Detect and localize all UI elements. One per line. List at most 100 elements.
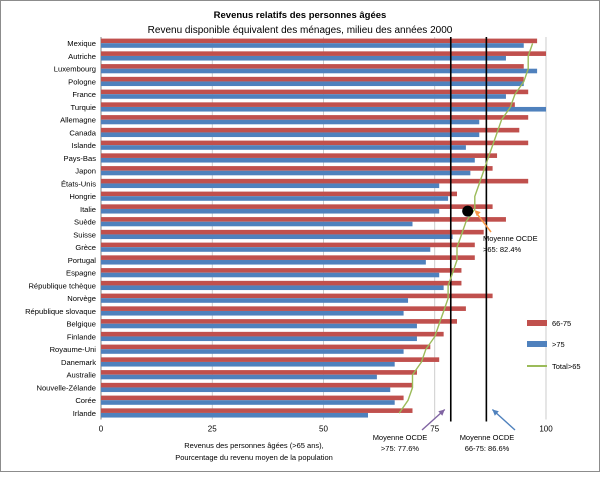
- bar-66-75: [101, 115, 529, 120]
- bar-66-75: [101, 102, 515, 107]
- y-tick-label: États-Unis: [61, 179, 96, 188]
- bar-66-75: [101, 217, 506, 222]
- bar-over-75: [101, 208, 440, 214]
- bar-66-75: [101, 395, 404, 401]
- y-tick-label: Suisse: [73, 230, 96, 239]
- x-tick-labels: 0 25 50 75 100: [99, 425, 553, 434]
- bar-66-75: [101, 268, 462, 273]
- reference-label-line1: Moyenne OCDE: [460, 433, 515, 442]
- y-tick-label: Italie: [80, 205, 96, 214]
- bar-over-75: [101, 412, 368, 418]
- bar-over-75: [101, 157, 475, 163]
- y-tick-label: Nouvelle-Zélande: [36, 383, 96, 392]
- annotation-label-line2: >65: 82.4%: [483, 245, 521, 254]
- y-tick-label: Allemagne: [60, 116, 96, 125]
- legend-swatch: [527, 320, 547, 326]
- bar-over-75: [101, 55, 506, 61]
- bar-66-75: [101, 382, 413, 388]
- y-tick-label: Finlande: [67, 332, 96, 341]
- bar-over-75: [101, 145, 466, 150]
- grid: [100, 37, 547, 420]
- y-tick-label: Islande: [72, 141, 97, 150]
- legend-label: Total>65: [552, 362, 581, 371]
- bar-over-75: [101, 387, 391, 393]
- bar-over-75: [101, 323, 417, 329]
- y-tick-label: Pays-Bas: [64, 154, 97, 163]
- x-tick-label: 25: [208, 425, 217, 434]
- bar-66-75: [101, 331, 444, 337]
- bar-66-75: [101, 370, 417, 375]
- y-tick-labels: Mexique Autriche Luxembourg Pologne France Tu…: [25, 39, 97, 418]
- bar-over-75: [101, 400, 395, 405]
- total-line-group: [398, 43, 534, 414]
- annotation-dot: [462, 205, 474, 217]
- y-tick-label: Luxembourg: [54, 65, 96, 74]
- bar-over-75: [101, 81, 524, 87]
- y-tick-label: Belgique: [66, 320, 96, 329]
- x-tick-label: 100: [539, 425, 553, 434]
- reference-label-line2: 66-75: 86.6%: [465, 444, 510, 453]
- bar-66-75: [101, 127, 520, 133]
- bar-over-75: [101, 349, 404, 354]
- y-tick-label: Irlande: [73, 409, 96, 418]
- reference-arrowhead: [438, 409, 445, 416]
- y-tick-label: Turquie: [71, 103, 96, 112]
- bar-66-75: [101, 344, 431, 350]
- y-tick-label: Espagne: [66, 269, 96, 278]
- y-tick-label: Canada: [69, 128, 96, 137]
- y-tick-label: Portugal: [68, 256, 97, 265]
- y-tick-label: République slovaque: [25, 307, 96, 316]
- x-axis-label-line1: Revenus des personnes âgées (>65 ans),: [184, 441, 323, 450]
- y-tick-label: Royaume-Uni: [50, 345, 97, 354]
- bar-66-75: [101, 306, 466, 311]
- bar-over-75: [101, 298, 409, 303]
- y-tick-label: Danemark: [61, 358, 96, 367]
- annotations: Moyenne OCDE >65: 82.4% Moyenne OCDE >75: 7…: [373, 205, 538, 453]
- bar-over-75: [101, 361, 395, 367]
- bar-over-75: [101, 285, 444, 291]
- bar-66-75: [101, 280, 462, 286]
- legend-label: 66-75: [552, 319, 571, 328]
- bar-over-75: [101, 106, 546, 112]
- x-tick-label: 75: [430, 425, 439, 434]
- annotation-label-line1: Moyenne OCDE: [483, 234, 538, 243]
- bar-66-75: [101, 89, 529, 95]
- bar-over-75: [101, 68, 538, 74]
- y-tick-label: France: [72, 90, 96, 99]
- y-tick-label: République tchèque: [28, 281, 96, 290]
- total-line: [398, 43, 534, 414]
- y-tick-label: Japon: [75, 167, 96, 176]
- bar-over-75: [101, 374, 377, 380]
- bar-66-75: [101, 166, 493, 171]
- chart-subtitle: Revenu disponible équivalent des ménages…: [148, 25, 453, 36]
- bar-over-75: [101, 310, 404, 316]
- bar-66-75: [101, 51, 546, 56]
- bar-66-75: [101, 38, 538, 44]
- legend: 66-75 >75 Total>65: [527, 319, 581, 371]
- bar-66-75: [101, 178, 529, 184]
- bar-66-75: [101, 76, 524, 82]
- y-tick-label: Corée: [75, 396, 96, 405]
- y-tick-label: Grèce: [75, 243, 96, 252]
- bar-over-75: [101, 272, 440, 278]
- bar-over-75: [101, 94, 506, 99]
- reference-lines: [449, 37, 488, 422]
- bar-over-75: [101, 119, 480, 125]
- bar-over-75: [101, 336, 417, 342]
- bar-66-75: [101, 319, 457, 324]
- bar-over-75: [101, 132, 480, 138]
- bars: [101, 38, 546, 418]
- bar-over-75: [101, 221, 413, 227]
- bar-over-75: [101, 170, 471, 176]
- bar-66-75: [101, 255, 475, 260]
- bar-over-75: [101, 259, 426, 265]
- reference-arrowhead: [492, 409, 499, 416]
- annotation-arrow: [475, 211, 492, 233]
- y-tick-label: Australie: [66, 371, 96, 380]
- legend-swatch: [527, 341, 547, 347]
- bar-over-75: [101, 234, 453, 240]
- x-tick-label: 0: [99, 425, 104, 434]
- bar-66-75: [101, 229, 484, 235]
